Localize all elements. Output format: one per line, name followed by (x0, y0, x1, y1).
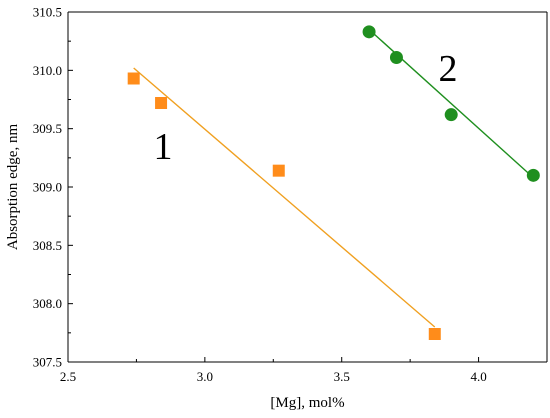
x-tick-label: 4.0 (470, 369, 486, 384)
data-point-series-2 (362, 25, 376, 39)
data-point-series-2 (526, 168, 540, 182)
x-tick-label: 2.5 (60, 369, 76, 384)
data-point-series-2 (444, 108, 458, 122)
data-point-series-1 (272, 164, 285, 177)
data-point-series-2 (389, 51, 403, 64)
y-tick-label: 307.5 (33, 355, 62, 370)
y-tick-label: 309.0 (33, 180, 62, 195)
series-label-1: 1 (154, 126, 173, 168)
x-tick-label: 3.5 (334, 369, 350, 384)
y-tick-label: 310.0 (33, 63, 62, 78)
data-point-series-1 (428, 328, 441, 340)
x-axis-title: [Mg], mol% (270, 395, 344, 411)
data-point-series-1 (155, 97, 168, 109)
y-tick-label: 308.5 (33, 238, 62, 253)
plot-area: 12 (127, 25, 540, 340)
y-tick-label: 310.5 (33, 5, 62, 20)
fit-line-series-1 (133, 67, 436, 328)
series-label-2: 2 (439, 48, 458, 90)
x-tick-label: 3.0 (197, 369, 213, 384)
y-tick-label: 309.5 (33, 121, 62, 136)
axes: 2.5 3.0 3.5 4.0 307.5 308.0 308.5 309.0 309.5 310… (5, 5, 548, 411)
y-axis-title: Absorption edge, nm (5, 124, 21, 251)
y-tick-label: 308.0 (33, 296, 62, 311)
data-point-series-1 (127, 72, 140, 85)
